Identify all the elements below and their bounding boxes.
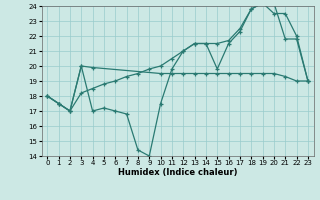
- X-axis label: Humidex (Indice chaleur): Humidex (Indice chaleur): [118, 168, 237, 177]
